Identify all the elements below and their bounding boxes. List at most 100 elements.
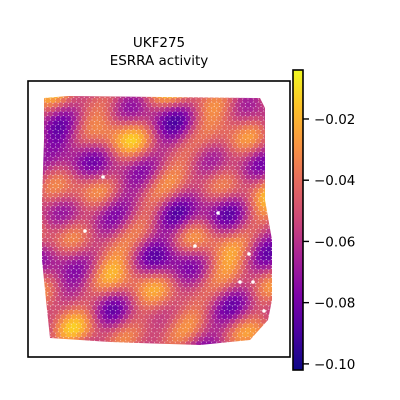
spot (240, 183, 246, 189)
spot (97, 178, 103, 185)
spot (136, 147, 142, 153)
spot (216, 259, 223, 266)
spot (255, 228, 262, 234)
spot (260, 210, 267, 216)
spot (81, 341, 87, 345)
spot (102, 133, 108, 140)
spot (266, 192, 272, 198)
missing-spot (193, 244, 197, 248)
spot (177, 318, 184, 324)
spot (169, 268, 176, 275)
spot (99, 210, 106, 216)
spot (250, 282, 256, 288)
spot (86, 332, 93, 338)
spot (211, 295, 217, 302)
spot (86, 223, 93, 230)
spot (112, 160, 119, 167)
spot (112, 205, 119, 212)
spot (175, 169, 181, 176)
spot (73, 237, 80, 243)
spot (180, 286, 186, 293)
spot (214, 174, 220, 180)
spot (221, 277, 228, 284)
spot (167, 201, 173, 207)
spot (232, 232, 238, 239)
spot (180, 268, 186, 275)
spot (221, 106, 228, 113)
spot (198, 156, 204, 162)
spot (258, 142, 264, 149)
spot (149, 196, 155, 203)
spot (255, 327, 262, 333)
spot (177, 147, 184, 153)
spot (117, 214, 124, 221)
spot (47, 111, 54, 117)
spot (47, 183, 54, 189)
spot (271, 255, 272, 261)
spot (162, 318, 168, 324)
spot (255, 318, 262, 324)
spot (237, 169, 243, 176)
spot (149, 295, 155, 302)
spot (136, 111, 142, 117)
spot (214, 273, 220, 279)
spot (266, 102, 272, 108)
spot (52, 138, 59, 144)
spot (73, 174, 80, 180)
spot (52, 183, 59, 189)
spot (123, 277, 129, 284)
spot (188, 336, 194, 342)
spot (68, 192, 74, 198)
spot (258, 205, 264, 212)
spot (117, 268, 124, 275)
spot (149, 205, 155, 212)
spot (188, 318, 194, 324)
spot (138, 341, 145, 345)
spot (42, 210, 43, 216)
spot (255, 219, 262, 225)
spot (154, 142, 160, 149)
spot (229, 228, 236, 234)
spot (263, 277, 269, 284)
spot (250, 219, 256, 225)
spot (167, 255, 173, 261)
spot (47, 318, 54, 324)
spot (185, 151, 191, 158)
spot (107, 142, 113, 149)
spot (71, 268, 77, 275)
spot (169, 305, 176, 311)
spot (99, 192, 106, 198)
spot (240, 192, 246, 198)
spot (71, 169, 77, 176)
spot (240, 237, 246, 243)
spot (76, 277, 82, 284)
spot (242, 196, 249, 203)
spot (115, 102, 121, 108)
spot (164, 133, 171, 140)
spot (136, 336, 142, 342)
spot (219, 309, 225, 315)
spot (58, 228, 64, 234)
spot (195, 241, 202, 248)
spot (117, 142, 124, 149)
spot (42, 219, 48, 225)
spot (55, 268, 61, 275)
spot (138, 277, 145, 284)
spot (250, 165, 256, 171)
spot (227, 232, 233, 239)
spot (255, 237, 262, 243)
spot (99, 138, 106, 144)
spot (55, 196, 61, 203)
spot (107, 223, 113, 230)
spot (258, 332, 264, 338)
spot (260, 120, 267, 126)
spot (162, 255, 168, 261)
spot (188, 210, 194, 216)
spot (42, 165, 48, 171)
spot (159, 268, 165, 275)
spot (162, 138, 168, 144)
spot (115, 111, 121, 117)
spot (117, 323, 124, 329)
spot (214, 255, 220, 261)
spot (185, 160, 191, 167)
